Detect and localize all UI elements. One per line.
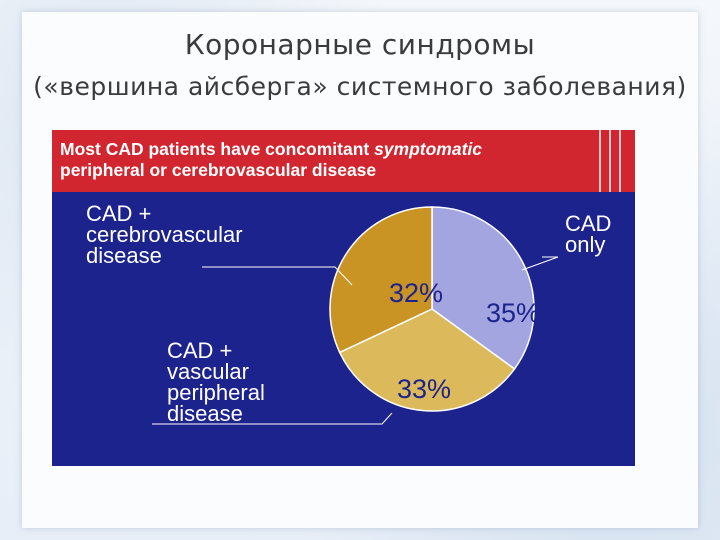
leader-line <box>521 256 559 271</box>
label-cad-only: CAD only <box>565 211 612 257</box>
slice-value-label: 33% <box>397 374 451 404</box>
leader-line <box>152 412 393 425</box>
chart-title-part1: Most CAD patients have concomitant <box>60 139 375 159</box>
slide-title: Коронарные синдромы <box>184 28 536 61</box>
pie-chart: 35% 33% 32% <box>152 206 559 425</box>
slide-subtitle: («вершина айсберга» системного заболеван… <box>33 72 687 101</box>
leader-line <box>202 266 353 286</box>
label-cad-cerebrovascular: CAD + cerebrovascular disease <box>86 201 243 268</box>
chart-banner <box>52 130 635 192</box>
pie-slice <box>431 206 535 371</box>
slice-value-label: 32% <box>389 278 443 308</box>
chart-figure: Most CAD patients have concomitant sympt… <box>52 130 635 466</box>
pie-slice <box>329 206 433 354</box>
chart-title-emphasis: symptomatic <box>374 139 483 159</box>
label-cad-peripheral: CAD + vascular peripheral disease <box>167 338 265 426</box>
banner-decoration <box>599 130 621 192</box>
chart-title-part2: peripheral or cerebrovascular disease <box>60 160 377 180</box>
chart-title: Most CAD patients have concomitant sympt… <box>60 139 600 181</box>
slice-value-label: 35% <box>486 298 540 328</box>
pie-slice <box>338 308 516 412</box>
